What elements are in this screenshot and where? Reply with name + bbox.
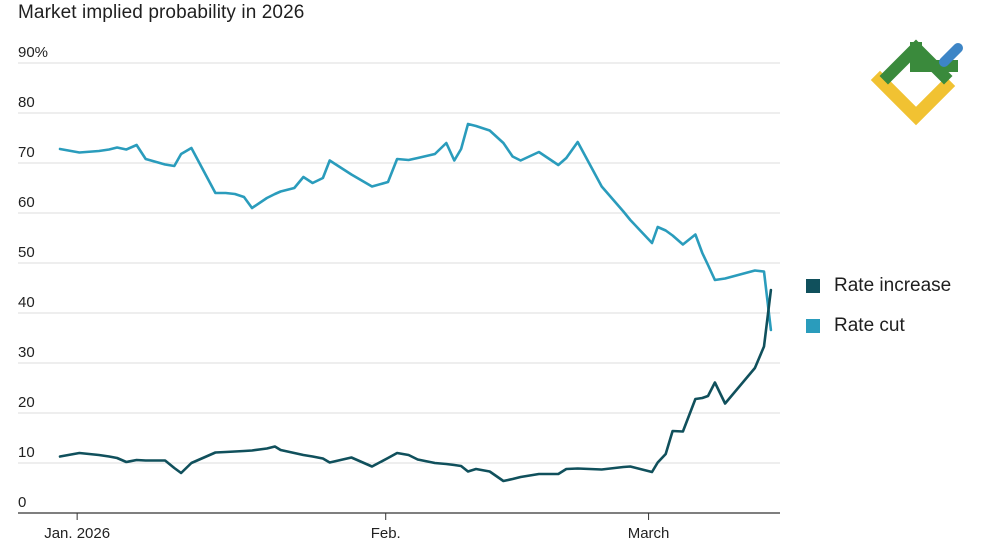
y-tick-label: 30 — [18, 344, 35, 361]
legend-swatch-rate-increase — [806, 279, 820, 293]
legend-item-rate-cut: Rate cut — [806, 306, 951, 346]
y-tick-label: 0 — [18, 494, 26, 511]
logo-yellow-chevron — [870, 70, 956, 126]
legend-item-rate-increase: Rate increase — [806, 266, 951, 306]
chart-title: Market implied probability in 2026 — [18, 2, 305, 23]
legend-swatch-rate-cut — [806, 319, 820, 333]
legend-label-rate-increase: Rate increase — [834, 275, 952, 296]
y-tick-label: 80 — [18, 94, 35, 111]
y-tick-label: 50 — [18, 244, 35, 261]
x-tick-label: March — [628, 525, 670, 542]
y-tick-label: 20 — [18, 394, 35, 411]
series-line-rate-increase — [58, 288, 773, 483]
legend: Rate increase Rate cut — [806, 266, 951, 346]
y-tick-label: 70 — [18, 144, 35, 161]
series-line-rate-cut — [58, 122, 773, 332]
y-axis-ticks: 0 10 20 30 40 50 60 70 80 90% — [18, 44, 48, 511]
x-tick-label: Feb. — [371, 525, 401, 542]
y-tick-label: 60 — [18, 194, 35, 211]
y-tick-label: 90% — [18, 44, 48, 61]
series-lines — [58, 122, 773, 483]
y-tick-label: 10 — [18, 444, 35, 461]
legend-label-rate-cut: Rate cut — [834, 315, 905, 336]
x-axis-ticks: Jan. 2026 Feb. March — [44, 513, 669, 542]
y-tick-label: 40 — [18, 294, 35, 311]
logo-blue-stroke — [939, 43, 963, 67]
brand-logo-icon — [870, 39, 963, 126]
grid-lines — [18, 62, 780, 514]
x-tick-label: Jan. 2026 — [44, 525, 110, 542]
